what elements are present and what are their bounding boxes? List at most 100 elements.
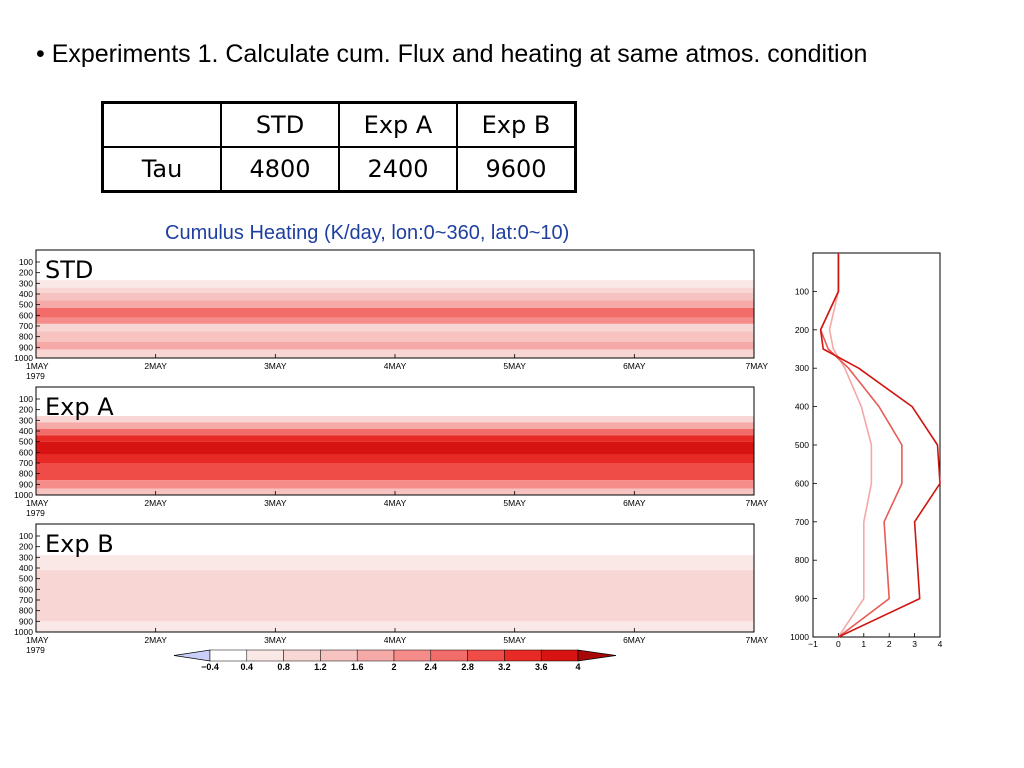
- heating-band: [36, 280, 754, 288]
- heating-band: [36, 621, 754, 632]
- y-tick-label: 800: [19, 469, 33, 479]
- colorbar-swatch: [393, 649, 432, 662]
- tau-table: STD Exp A Exp B Tau 4800 2400 9600: [101, 101, 577, 193]
- x-tick-label: 4MAY: [384, 361, 407, 371]
- profile-x-tick-label: 2: [887, 639, 892, 649]
- heatmap-title: Cumulus Heating (K/day, lon:0~360, lat:0…: [165, 222, 570, 244]
- x-tick-label: 4MAY: [384, 498, 407, 508]
- table-corner-cell: [101, 101, 222, 148]
- colorbar-swatch: [246, 649, 284, 662]
- y-tick-label: 300: [19, 278, 33, 288]
- y-tick-label: 700: [19, 595, 33, 605]
- heating-band: [36, 441, 754, 455]
- profile-y-tick-label: 600: [795, 478, 809, 488]
- x-tick-label: 2MAY: [144, 361, 167, 371]
- y-tick-label: 100: [19, 394, 33, 404]
- heating-band: [36, 399, 754, 408]
- x-tick-label: 5MAY: [503, 361, 526, 371]
- heating-band: [36, 407, 754, 417]
- profile-y-tick-label: 800: [795, 555, 809, 565]
- colorbar-label: 3.6: [535, 662, 548, 672]
- profile-y-tick-label: 700: [795, 517, 809, 527]
- heating-band: [36, 323, 754, 332]
- y-tick-label: 500: [19, 437, 33, 447]
- heating-band: [36, 300, 754, 308]
- colorbar-label: 0.8: [277, 662, 290, 672]
- y-tick-label: 600: [19, 447, 33, 457]
- y-tick-label: 400: [19, 289, 33, 299]
- panel-label: Exp B: [45, 530, 114, 558]
- colorbar-label: 1.6: [351, 662, 364, 672]
- panel-label: STD: [45, 256, 93, 284]
- colorbar-swatch: [504, 649, 542, 662]
- x-tick-label: 7MAY: [745, 361, 768, 371]
- heating-band: [36, 555, 754, 571]
- colorbar-swatch: [540, 649, 579, 662]
- heating-band: [36, 435, 754, 442]
- heating-band: [36, 570, 754, 622]
- y-tick-label: 600: [19, 310, 33, 320]
- colorbar-high-arrow: [577, 649, 617, 662]
- table-value-exp-b: 9600: [456, 146, 577, 193]
- heating-band: [36, 463, 754, 481]
- profile-y-tick-label: 900: [795, 594, 809, 604]
- y-tick-label: 1000: [14, 353, 33, 363]
- x-tick-label: 6MAY: [623, 498, 646, 508]
- profile-y-tick-label: 300: [795, 363, 809, 373]
- heating-band: [36, 317, 754, 324]
- table-row-tau: Tau 4800 2400 9600: [101, 146, 577, 193]
- colorbar-swatch: [467, 649, 505, 662]
- x-tick-label: 3MAY: [264, 635, 287, 645]
- y-tick-label: 900: [19, 342, 33, 352]
- profile-series-line-1: [828, 253, 873, 638]
- profile-series-line-3: [819, 253, 941, 638]
- y-tick-label: 100: [19, 531, 33, 541]
- heating-band: [36, 480, 754, 489]
- colorbar-label: 2.4: [425, 662, 438, 672]
- table-header-exp-a: Exp A: [338, 101, 458, 148]
- profile-y-tick-label: 100: [795, 286, 809, 296]
- y-tick-label: 200: [19, 542, 33, 552]
- colorbar-label: −0.4: [201, 662, 219, 672]
- y-tick-label: 400: [19, 426, 33, 436]
- table-header-row: STD Exp A Exp B: [101, 101, 577, 148]
- colorbar-label: 3.2: [498, 662, 511, 672]
- y-tick-label: 500: [19, 574, 33, 584]
- profile-y-tick-label: 200: [795, 325, 809, 335]
- x-tick-label: 5MAY: [503, 498, 526, 508]
- y-tick-label: 200: [19, 268, 33, 278]
- heating-band: [36, 349, 754, 358]
- profile-line-chart: 100 200 300 400 500 600 700 800 900 1000−1 0 1 2 3 4: [790, 252, 943, 649]
- colorbar: −0.4 0.4 0.8 1.2 1.6 2 2.4 2.8 3.2 3.6 4: [173, 649, 617, 672]
- x-tick-label: 3MAY: [264, 361, 287, 371]
- profile-x-tick-label: 1: [861, 639, 866, 649]
- heating-band: [36, 270, 754, 281]
- table-value-exp-a: 2400: [338, 146, 458, 193]
- y-tick-label: 500: [19, 300, 33, 310]
- heating-band: [36, 454, 754, 463]
- colorbar-label: 0.4: [241, 662, 254, 672]
- heating-band: [36, 331, 754, 342]
- y-tick-label: 400: [19, 563, 33, 573]
- colorbar-label: 4: [575, 662, 580, 672]
- y-tick-label: 200: [19, 405, 33, 415]
- heating-band: [36, 287, 754, 293]
- y-tick-label: 1000: [14, 627, 33, 637]
- profile-x-tick-label: 0: [836, 639, 841, 649]
- y-tick-label: 700: [19, 321, 33, 331]
- y-tick-label: 600: [19, 584, 33, 594]
- profile-x-tick-label: −1: [808, 639, 818, 649]
- colorbar-swatch: [283, 649, 321, 662]
- table-header-exp-b: Exp B: [456, 101, 577, 148]
- x-tick-label: 2MAY: [144, 635, 167, 645]
- panel-label: Exp A: [45, 393, 114, 421]
- y-tick-label: 100: [19, 257, 33, 267]
- x-year-label: 1979: [26, 645, 45, 655]
- y-tick-label: 900: [19, 616, 33, 626]
- x-tick-label: 7MAY: [745, 498, 768, 508]
- colorbar-low-arrow: [173, 649, 211, 662]
